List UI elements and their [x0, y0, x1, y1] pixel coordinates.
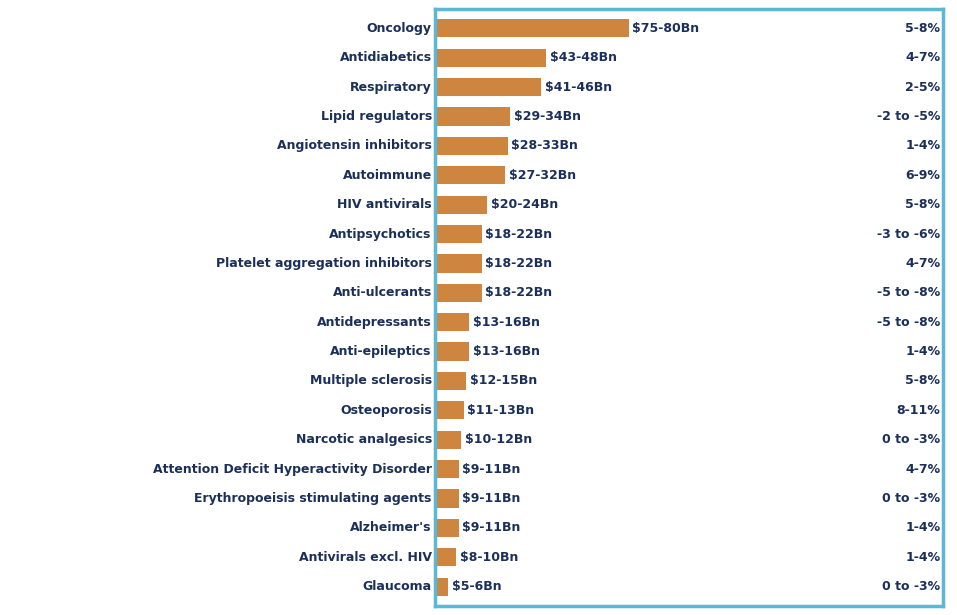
Text: $9-11Bn: $9-11Bn: [462, 462, 521, 475]
Text: Antidepressants: Antidepressants: [317, 315, 432, 328]
Text: $9-11Bn: $9-11Bn: [462, 492, 521, 505]
Text: $18-22Bn: $18-22Bn: [485, 257, 552, 270]
Text: $12-15Bn: $12-15Bn: [470, 375, 537, 387]
Bar: [435, 225, 481, 243]
Text: $8-10Bn: $8-10Bn: [459, 551, 518, 564]
Text: Respiratory: Respiratory: [350, 81, 432, 93]
Text: 2-5%: 2-5%: [905, 81, 940, 93]
Text: $10-12Bn: $10-12Bn: [465, 433, 532, 446]
Text: $13-16Bn: $13-16Bn: [473, 315, 540, 328]
Text: $9-11Bn: $9-11Bn: [462, 522, 521, 534]
Bar: [435, 166, 505, 184]
Text: $43-48Bn: $43-48Bn: [550, 51, 617, 64]
Text: 4-7%: 4-7%: [905, 257, 940, 270]
Text: Erythropoeisis stimulating agents: Erythropoeisis stimulating agents: [194, 492, 432, 505]
Bar: [435, 108, 510, 125]
Bar: [435, 196, 487, 214]
Text: Lipid regulators: Lipid regulators: [321, 110, 432, 123]
Text: $27-32Bn: $27-32Bn: [508, 169, 576, 182]
Bar: [435, 460, 458, 478]
Text: 0 to -3%: 0 to -3%: [882, 580, 940, 593]
Bar: [435, 430, 461, 449]
Bar: [435, 284, 481, 302]
Text: 8-11%: 8-11%: [897, 404, 940, 417]
Text: 5-8%: 5-8%: [905, 22, 940, 35]
Text: 5-8%: 5-8%: [905, 198, 940, 211]
Text: -2 to -5%: -2 to -5%: [877, 110, 940, 123]
Text: $20-24Bn: $20-24Bn: [491, 198, 558, 211]
Text: Antipsychotics: Antipsychotics: [329, 228, 432, 240]
Text: 1-4%: 1-4%: [905, 345, 940, 358]
Text: 4-7%: 4-7%: [905, 51, 940, 64]
Text: Oncology: Oncology: [367, 22, 432, 35]
Text: $11-13Bn: $11-13Bn: [467, 404, 535, 417]
Text: Antidiabetics: Antidiabetics: [340, 51, 432, 64]
Text: Attention Deficit Hyperactivity Disorder: Attention Deficit Hyperactivity Disorder: [153, 462, 432, 475]
Bar: [435, 490, 458, 507]
Text: -5 to -8%: -5 to -8%: [877, 287, 940, 300]
Text: $29-34Bn: $29-34Bn: [514, 110, 581, 123]
Bar: [435, 19, 629, 38]
Text: Anti-ulcerants: Anti-ulcerants: [333, 287, 432, 300]
Text: Platelet aggregation inhibitors: Platelet aggregation inhibitors: [216, 257, 432, 270]
Text: 6-9%: 6-9%: [905, 169, 940, 182]
Text: 0 to -3%: 0 to -3%: [882, 433, 940, 446]
Text: $75-80Bn: $75-80Bn: [633, 22, 700, 35]
Text: 5-8%: 5-8%: [905, 375, 940, 387]
Text: $18-22Bn: $18-22Bn: [485, 228, 552, 240]
Text: 0 to -3%: 0 to -3%: [882, 492, 940, 505]
Text: 4-7%: 4-7%: [905, 462, 940, 475]
Text: Multiple sclerosis: Multiple sclerosis: [310, 375, 432, 387]
Text: Alzheimer's: Alzheimer's: [350, 522, 432, 534]
Text: $13-16Bn: $13-16Bn: [473, 345, 540, 358]
Text: Antivirals excl. HIV: Antivirals excl. HIV: [299, 551, 432, 564]
Bar: [435, 137, 507, 155]
Bar: [435, 548, 456, 566]
Text: $41-46Bn: $41-46Bn: [545, 81, 612, 93]
Bar: [435, 401, 464, 419]
Text: 1-4%: 1-4%: [905, 551, 940, 564]
Text: Narcotic analgesics: Narcotic analgesics: [296, 433, 432, 446]
Text: -3 to -6%: -3 to -6%: [878, 228, 940, 240]
Text: Anti-epileptics: Anti-epileptics: [330, 345, 432, 358]
Bar: [435, 577, 448, 596]
Bar: [435, 372, 466, 390]
Text: Glaucoma: Glaucoma: [363, 580, 432, 593]
Bar: [435, 519, 458, 537]
Text: 1-4%: 1-4%: [905, 522, 940, 534]
Text: Angiotensin inhibitors: Angiotensin inhibitors: [277, 140, 432, 153]
Text: Autoimmune: Autoimmune: [343, 169, 432, 182]
Text: -5 to -8%: -5 to -8%: [877, 315, 940, 328]
Text: 1-4%: 1-4%: [905, 140, 940, 153]
Bar: [435, 313, 469, 331]
Bar: [435, 78, 541, 96]
Text: $18-22Bn: $18-22Bn: [485, 287, 552, 300]
Text: HIV antivirals: HIV antivirals: [337, 198, 432, 211]
Text: $28-33Bn: $28-33Bn: [511, 140, 578, 153]
Bar: [435, 255, 481, 272]
Bar: [435, 49, 546, 67]
Bar: [435, 343, 469, 360]
Text: Osteoporosis: Osteoporosis: [340, 404, 432, 417]
Text: $5-6Bn: $5-6Bn: [452, 580, 501, 593]
